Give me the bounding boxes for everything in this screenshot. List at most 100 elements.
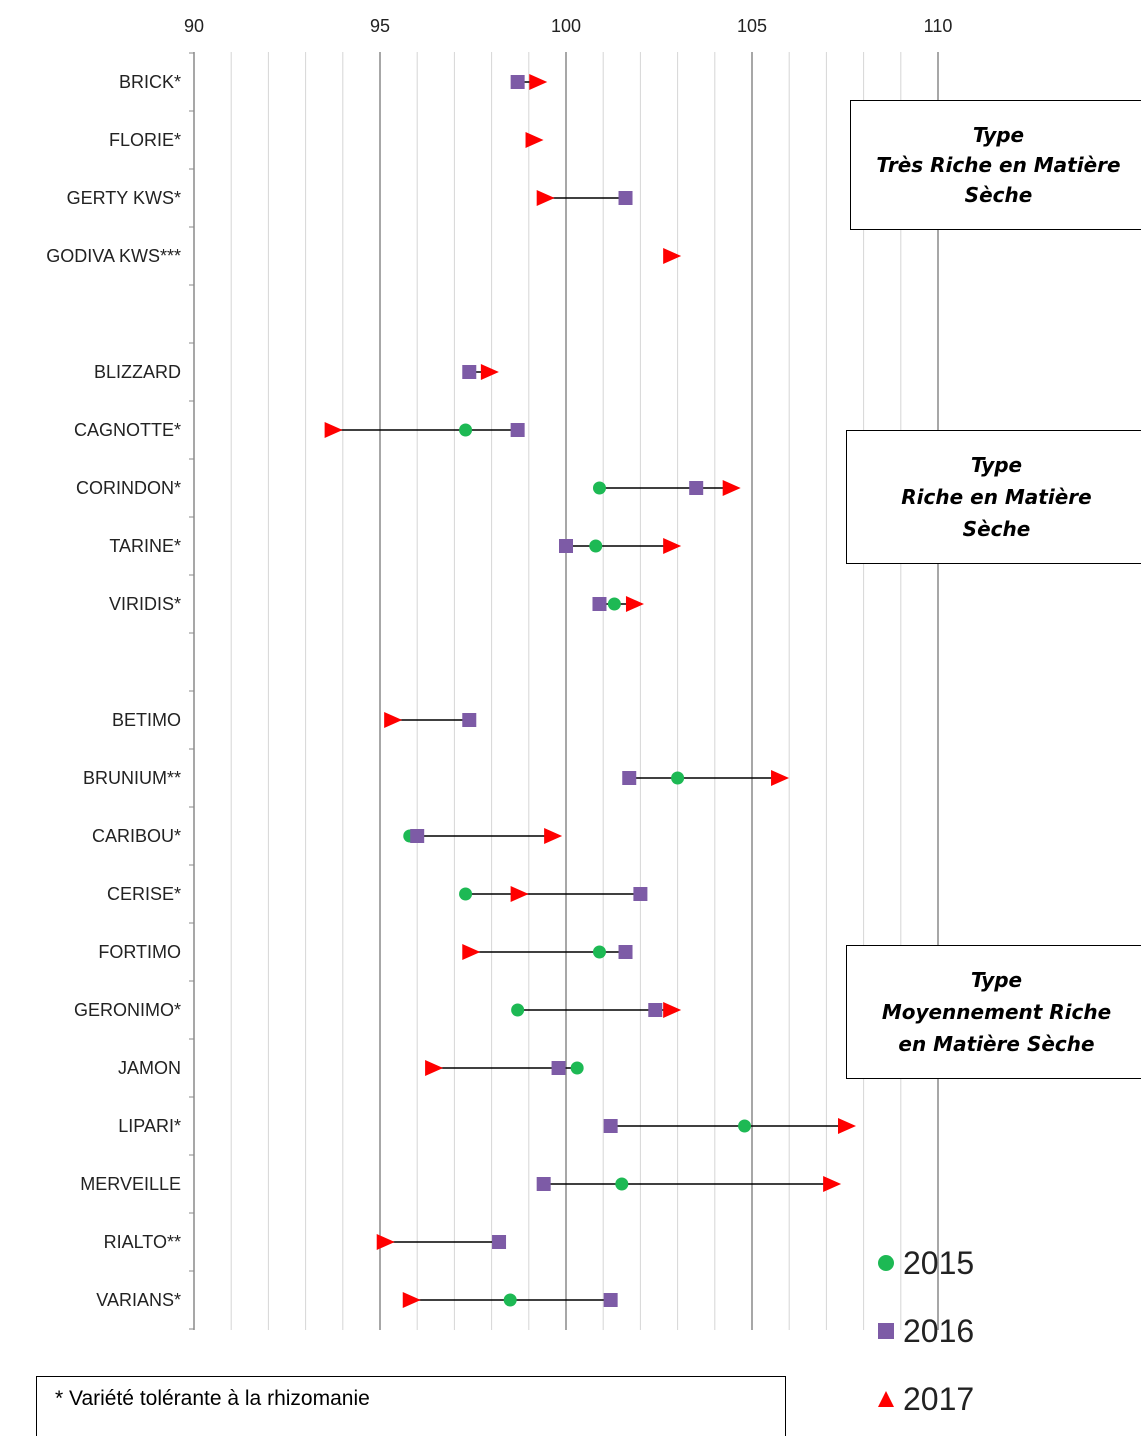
- category-label: VARIANS*: [96, 1290, 181, 1310]
- legend: 2015 2016 2017: [878, 1245, 974, 1414]
- category-label: RIALTO**: [104, 1232, 181, 1252]
- type-box-rich-line-3: Sèche: [962, 517, 1031, 541]
- point-2017: [544, 828, 563, 844]
- footnote: * Variété tolérante à la rhizomanie: [36, 1376, 786, 1436]
- point-2017: [529, 74, 548, 90]
- point-2015: [592, 945, 606, 959]
- point-2017: [525, 132, 544, 148]
- category-label: CORINDON*: [76, 478, 181, 498]
- point-2017: [510, 886, 529, 902]
- category-label: MERVEILLE: [80, 1174, 181, 1194]
- point-2015: [607, 597, 621, 611]
- type-box-very-rich-line-1: Type: [972, 123, 1025, 147]
- category-label: BRICK*: [119, 72, 181, 92]
- category-label: BRUNIUM**: [83, 768, 181, 788]
- x-tick-label: 90: [184, 16, 204, 36]
- x-tick-label: 110: [924, 16, 953, 36]
- category-label: GERTY KWS*: [67, 188, 181, 208]
- category-label: FORTIMO: [98, 942, 181, 962]
- point-2015: [570, 1061, 584, 1075]
- point-2017: [663, 538, 682, 554]
- legend-label-2015: 2015: [903, 1245, 974, 1281]
- point-2017: [376, 1234, 395, 1250]
- point-2016: [462, 365, 477, 379]
- grid-lines: [230, 52, 939, 1330]
- category-label: FLORIE*: [109, 130, 181, 150]
- type-box-medium-line-3: en Matière Sèche: [898, 1032, 1095, 1056]
- point-2017: [823, 1176, 842, 1192]
- point-2016: [559, 539, 573, 553]
- point-2017: [663, 1002, 682, 1018]
- point-2016: [551, 1061, 566, 1075]
- point-2016: [633, 887, 648, 901]
- point-2015: [615, 1177, 629, 1191]
- type-box-rich-line-2: Riche en Matière: [901, 485, 1092, 509]
- point-2016: [618, 945, 633, 959]
- point-2016: [410, 829, 425, 843]
- point-2016: [492, 1235, 507, 1249]
- category-label: TARINE*: [109, 536, 181, 556]
- point-2016: [510, 423, 525, 437]
- point-2017: [384, 712, 403, 728]
- point-2016: [622, 771, 637, 785]
- point-2015: [589, 539, 603, 553]
- point-2017: [324, 422, 343, 438]
- data-points: [324, 74, 856, 1308]
- point-2016: [462, 713, 477, 727]
- type-box-medium-line-2: Moyennement Riche: [881, 1000, 1112, 1024]
- x-tick-label: 100: [551, 16, 581, 36]
- point-2017: [838, 1118, 856, 1134]
- point-2015: [459, 887, 473, 901]
- type-box-medium: Type Moyennement Riche en Matière Sèche: [846, 945, 1141, 1079]
- type-box-rich: Type Riche en Matière Sèche: [846, 430, 1141, 564]
- category-labels: BRICK* FLORIE* GERTY KWS* GODIVA KWS*** BLIZ…: [46, 72, 181, 1310]
- point-2016: [603, 1119, 618, 1133]
- type-box-rich-line-1: Type: [970, 453, 1023, 477]
- x-tick-label: 95: [370, 16, 390, 36]
- legend-label-2017: 2017: [903, 1381, 974, 1414]
- category-label: CARIBOU*: [92, 826, 181, 846]
- axis: [189, 52, 195, 1330]
- point-2017: [722, 480, 741, 496]
- category-label: GODIVA KWS***: [46, 246, 181, 266]
- point-2015: [592, 481, 606, 495]
- legend-marker-2015: [878, 1255, 894, 1271]
- type-box-medium-line-1: Type: [970, 968, 1023, 992]
- point-2017: [663, 248, 682, 264]
- point-2015: [511, 1003, 525, 1017]
- category-label: BETIMO: [112, 710, 181, 730]
- category-label: JAMON: [118, 1058, 181, 1078]
- legend-marker-2017: [878, 1391, 894, 1407]
- point-2016: [618, 191, 633, 205]
- point-2017: [480, 364, 499, 380]
- point-2016: [648, 1003, 663, 1017]
- legend-marker-2016: [878, 1323, 894, 1339]
- point-2017: [625, 596, 644, 612]
- x-tick-labels: 90 95 100 105 110: [184, 16, 952, 36]
- point-2015: [503, 1293, 517, 1307]
- category-label: CERISE*: [107, 884, 181, 904]
- point-2016: [689, 481, 704, 495]
- type-box-very-rich-line-2: Très Riche en Matière: [876, 153, 1121, 177]
- legend-label-2016: 2016: [903, 1313, 974, 1349]
- point-2017: [771, 770, 790, 786]
- point-2015: [738, 1119, 752, 1133]
- x-tick-label: 105: [737, 16, 767, 36]
- category-label: LIPARI*: [118, 1116, 181, 1136]
- point-2017: [402, 1292, 421, 1308]
- category-label: VIRIDIS*: [109, 594, 181, 614]
- type-box-very-rich-line-3: Sèche: [964, 183, 1033, 207]
- point-2015: [671, 771, 685, 785]
- category-label: CAGNOTTE*: [74, 420, 181, 440]
- category-label: GERONIMO*: [74, 1000, 181, 1020]
- point-2016: [536, 1177, 551, 1191]
- point-2016: [592, 597, 607, 611]
- point-2015: [459, 423, 473, 437]
- point-2016: [510, 75, 525, 89]
- point-2016: [603, 1293, 618, 1307]
- range-lines: [331, 81, 845, 1301]
- category-label: BLIZZARD: [94, 362, 181, 382]
- point-2017: [425, 1060, 444, 1076]
- point-2017: [536, 190, 555, 206]
